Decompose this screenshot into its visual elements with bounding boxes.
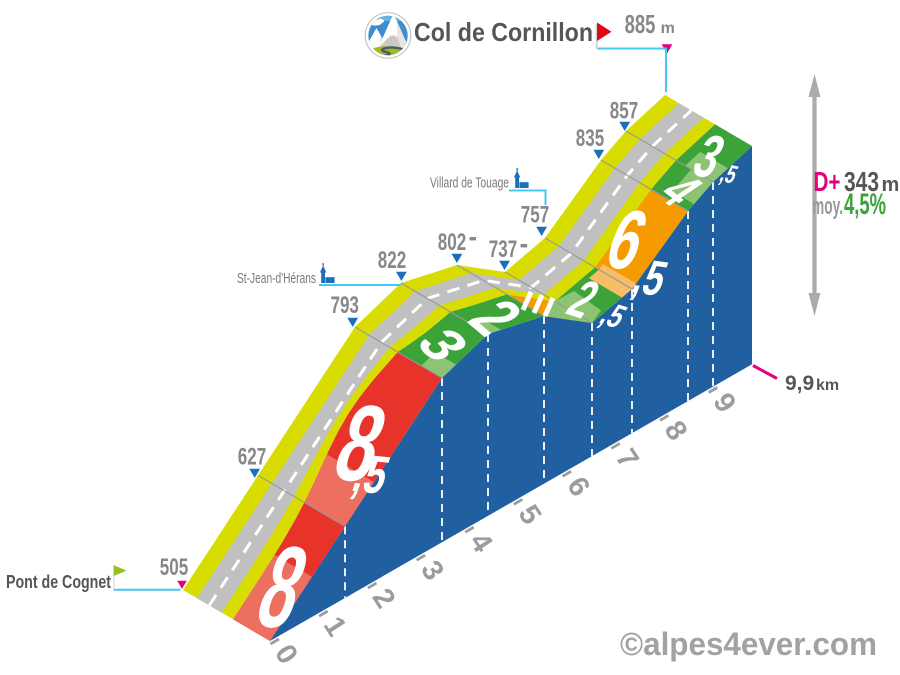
svg-text:St-Jean-d'Hérans: St-Jean-d'Hérans — [237, 270, 316, 287]
svg-text:835: 835 — [576, 125, 604, 152]
svg-text:9,9: 9,9 — [785, 372, 814, 395]
svg-text:793: 793 — [330, 292, 358, 319]
svg-text:m: m — [661, 20, 675, 37]
svg-text:343: 343 — [844, 166, 879, 197]
svg-text:822: 822 — [378, 247, 406, 274]
svg-text:Pont de Cognet: Pont de Cognet — [6, 572, 111, 592]
svg-text:D+: D+ — [814, 166, 841, 197]
svg-text:737: 737 — [489, 236, 517, 263]
svg-text:4,5%: 4,5% — [844, 188, 886, 221]
svg-text:505: 505 — [160, 554, 188, 581]
svg-text:Col de Cornillon: Col de Cornillon — [414, 17, 593, 47]
svg-text:757: 757 — [521, 202, 549, 229]
svg-text:802: 802 — [438, 229, 466, 256]
svg-text:857: 857 — [610, 98, 638, 125]
svg-text:885: 885 — [625, 10, 656, 39]
svg-text:©alpes4ever.com: ©alpes4ever.com — [620, 626, 877, 662]
svg-text:m: m — [882, 174, 900, 196]
svg-text:Villard de Touage: Villard de Touage — [430, 175, 509, 192]
svg-text:moy.: moy. — [812, 193, 843, 220]
svg-text:627: 627 — [238, 444, 266, 471]
svg-text:km: km — [816, 377, 839, 394]
